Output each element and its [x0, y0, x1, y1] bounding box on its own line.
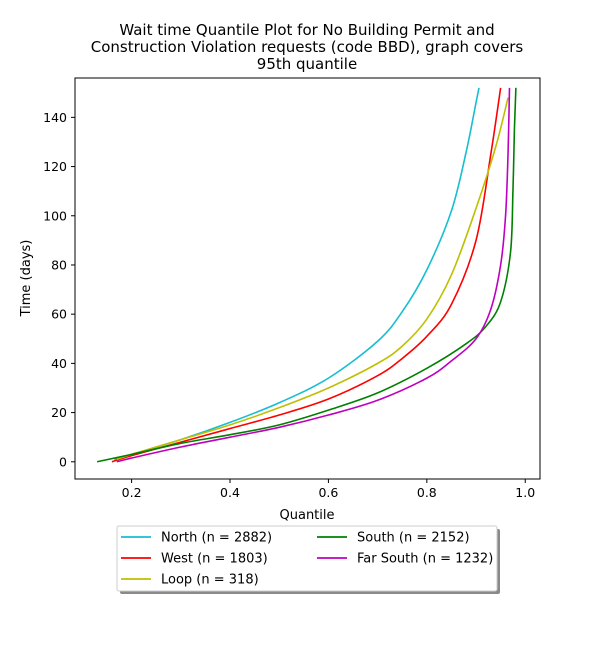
y-tick-label: 60 [51, 307, 67, 322]
x-tick-label: 1.0 [515, 485, 535, 500]
legend-entry-label: Loop (n = 318) [161, 573, 259, 588]
legend-box [116, 525, 498, 592]
x-axis-label: Quantile [280, 508, 335, 523]
series-lines [96, 87, 517, 463]
y-tick-label: 0 [59, 454, 67, 469]
series-line [96, 87, 517, 463]
x-tick-label: 0.6 [318, 485, 338, 500]
y-tick-label: 120 [43, 159, 67, 174]
legend-entry-label: North (n = 2882) [161, 531, 272, 546]
x-tick-label: 0.8 [417, 485, 437, 500]
legend: North (n = 2882) West (n = 1803) Loop (n =… [116, 525, 500, 594]
y-tick-label: 80 [51, 257, 67, 272]
y-axis-ticks: 0 20 40 60 80 100 120 140 [43, 110, 75, 469]
y-axis-label: Time (days) [19, 240, 34, 318]
series-line [114, 87, 480, 461]
legend-entry-label: West (n = 1803) [161, 552, 268, 567]
y-tick-label: 40 [51, 356, 67, 371]
chart-title-line: 95th quantile [257, 55, 357, 73]
series-line [116, 87, 511, 463]
series-line [111, 87, 502, 463]
series-line [116, 97, 509, 461]
x-tick-label: 0.4 [220, 485, 240, 500]
y-tick-label: 140 [43, 110, 67, 125]
chart-title: Wait time Quantile Plot for No Building … [91, 21, 524, 73]
chart-title-line: Construction Violation requests (code BB… [91, 38, 524, 56]
x-tick-label: 0.2 [122, 485, 142, 500]
x-axis-ticks: 0.2 0.4 0.6 0.8 1.0 [122, 479, 535, 500]
chart-title-line: Wait time Quantile Plot for No Building … [119, 21, 494, 39]
legend-entry-label: Far South (n = 1232) [357, 552, 493, 567]
y-tick-label: 20 [51, 405, 67, 420]
y-tick-label: 100 [43, 208, 67, 223]
plot-area-frame [74, 77, 541, 480]
legend-items: North (n = 2882) West (n = 1803) Loop (n =… [121, 531, 493, 588]
legend-entry-label: South (n = 2152) [357, 531, 470, 546]
